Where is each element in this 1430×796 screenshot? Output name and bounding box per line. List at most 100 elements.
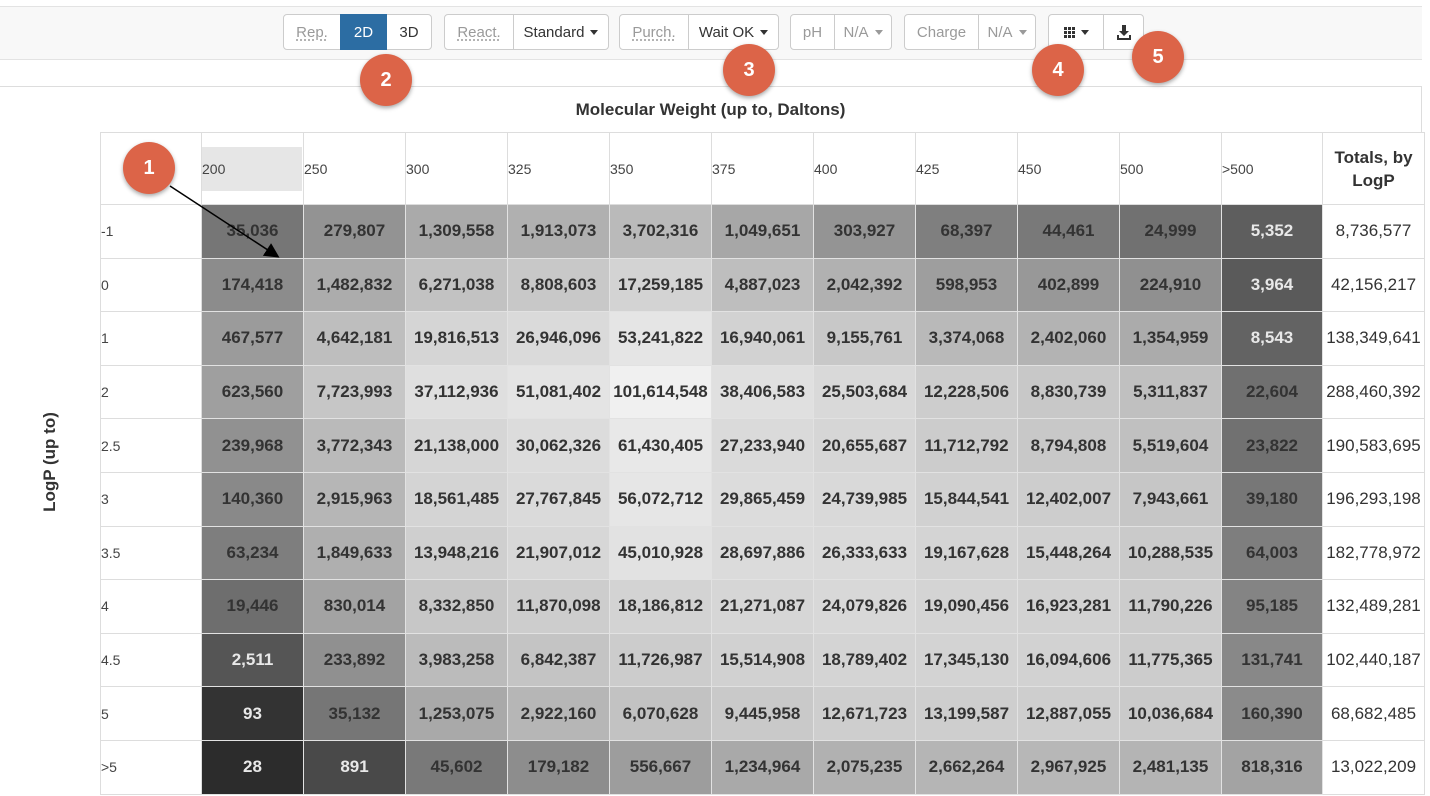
heatmap-cell[interactable]: 11,726,987: [609, 632, 712, 688]
heatmap-cell[interactable]: 9,155,761: [813, 311, 916, 366]
heatmap-cell[interactable]: 2,511: [201, 632, 304, 688]
heatmap-cell[interactable]: 3,702,316: [609, 204, 712, 259]
mw-column-header[interactable]: >500: [1221, 132, 1323, 205]
heatmap-cell[interactable]: 1,234,964: [711, 739, 814, 795]
mw-column-header[interactable]: 500: [1119, 132, 1222, 205]
heatmap-cell[interactable]: 16,923,281: [1017, 579, 1120, 634]
heatmap-cell[interactable]: 4,642,181: [303, 311, 406, 366]
heatmap-cell[interactable]: 18,789,402: [813, 632, 916, 688]
heatmap-cell[interactable]: 93: [201, 686, 304, 741]
heatmap-cell[interactable]: 303,927: [813, 204, 916, 259]
heatmap-cell[interactable]: 35,036: [201, 204, 304, 259]
heatmap-cell[interactable]: 8,332,850: [405, 579, 508, 634]
heatmap-cell[interactable]: 24,999: [1119, 204, 1222, 259]
heatmap-cell[interactable]: 12,887,055: [1017, 686, 1120, 741]
heatmap-cell[interactable]: 233,892: [303, 632, 406, 688]
heatmap-cell[interactable]: 53,241,822: [609, 311, 712, 366]
heatmap-cell[interactable]: 2,915,963: [303, 471, 406, 527]
heatmap-cell[interactable]: 26,946,096: [507, 311, 610, 366]
mw-column-header[interactable]: 425: [915, 132, 1018, 205]
heatmap-cell[interactable]: 174,418: [201, 257, 304, 313]
purch-dropdown[interactable]: Wait OK: [688, 14, 779, 50]
heatmap-cell[interactable]: 8,830,739: [1017, 364, 1120, 420]
heatmap-cell[interactable]: 18,186,812: [609, 579, 712, 634]
heatmap-cell[interactable]: 56,072,712: [609, 471, 712, 527]
heatmap-cell[interactable]: 2,967,925: [1017, 739, 1120, 795]
mw-column-header[interactable]: 300: [405, 132, 508, 205]
mw-column-header[interactable]: 250: [303, 132, 406, 205]
heatmap-cell[interactable]: 19,167,628: [915, 525, 1018, 581]
heatmap-cell[interactable]: 2,922,160: [507, 686, 610, 741]
heatmap-cell[interactable]: 12,671,723: [813, 686, 916, 741]
heatmap-cell[interactable]: 18,561,485: [405, 471, 508, 527]
heatmap-cell[interactable]: 45,602: [405, 739, 508, 795]
heatmap-cell[interactable]: 51,081,402: [507, 364, 610, 420]
heatmap-cell[interactable]: 556,667: [609, 739, 712, 795]
heatmap-cell[interactable]: 891: [303, 739, 406, 795]
heatmap-cell[interactable]: 20,655,687: [813, 418, 916, 473]
heatmap-cell[interactable]: 818,316: [1221, 739, 1323, 795]
heatmap-cell[interactable]: 598,953: [915, 257, 1018, 313]
heatmap-cell[interactable]: 3,772,343: [303, 418, 406, 473]
heatmap-cell[interactable]: 5,311,837: [1119, 364, 1222, 420]
heatmap-cell[interactable]: 21,907,012: [507, 525, 610, 581]
heatmap-cell[interactable]: 1,309,558: [405, 204, 508, 259]
ph-dropdown[interactable]: N/A: [834, 14, 892, 50]
heatmap-cell[interactable]: 1,913,073: [507, 204, 610, 259]
heatmap-cell[interactable]: 23,822: [1221, 418, 1323, 473]
heatmap-cell[interactable]: 101,614,548: [609, 364, 712, 420]
heatmap-cell[interactable]: 45,010,928: [609, 525, 712, 581]
logp-row-label[interactable]: >5: [100, 739, 202, 795]
logp-row-label[interactable]: 3: [100, 471, 202, 527]
heatmap-cell[interactable]: 21,271,087: [711, 579, 814, 634]
heatmap-cell[interactable]: 467,577: [201, 311, 304, 366]
heatmap-cell[interactable]: 140,360: [201, 471, 304, 527]
heatmap-cell[interactable]: 4,887,023: [711, 257, 814, 313]
mw-column-header[interactable]: 400: [813, 132, 916, 205]
heatmap-cell[interactable]: 64,003: [1221, 525, 1323, 581]
heatmap-cell[interactable]: 95,185: [1221, 579, 1323, 634]
heatmap-cell[interactable]: 63,234: [201, 525, 304, 581]
logp-row-label[interactable]: 1: [100, 311, 202, 366]
heatmap-cell[interactable]: 26,333,633: [813, 525, 916, 581]
heatmap-cell[interactable]: 15,514,908: [711, 632, 814, 688]
heatmap-cell[interactable]: 19,816,513: [405, 311, 508, 366]
heatmap-cell[interactable]: 27,767,845: [507, 471, 610, 527]
heatmap-cell[interactable]: 1,482,832: [303, 257, 406, 313]
mw-column-header[interactable]: 325: [507, 132, 610, 205]
heatmap-cell[interactable]: 5,352: [1221, 204, 1323, 259]
heatmap-cell[interactable]: 8,543: [1221, 311, 1323, 366]
heatmap-cell[interactable]: 68,397: [915, 204, 1018, 259]
heatmap-cell[interactable]: 1,253,075: [405, 686, 508, 741]
heatmap-cell[interactable]: 30,062,326: [507, 418, 610, 473]
logp-row-label[interactable]: 4.5: [100, 632, 202, 688]
heatmap-cell[interactable]: 10,036,684: [1119, 686, 1222, 741]
heatmap-cell[interactable]: 24,079,826: [813, 579, 916, 634]
heatmap-cell[interactable]: 11,712,792: [915, 418, 1018, 473]
logp-row-label[interactable]: 2.5: [100, 418, 202, 473]
heatmap-cell[interactable]: 6,842,387: [507, 632, 610, 688]
react-dropdown[interactable]: Standard: [513, 14, 609, 50]
heatmap-cell[interactable]: 279,807: [303, 204, 406, 259]
heatmap-cell[interactable]: 27,233,940: [711, 418, 814, 473]
heatmap-cell[interactable]: 12,228,506: [915, 364, 1018, 420]
heatmap-cell[interactable]: 7,723,993: [303, 364, 406, 420]
heatmap-cell[interactable]: 2,662,264: [915, 739, 1018, 795]
heatmap-cell[interactable]: 15,844,541: [915, 471, 1018, 527]
heatmap-cell[interactable]: 3,964: [1221, 257, 1323, 313]
heatmap-cell[interactable]: 19,090,456: [915, 579, 1018, 634]
heatmap-cell[interactable]: 9,445,958: [711, 686, 814, 741]
heatmap-cell[interactable]: 29,865,459: [711, 471, 814, 527]
heatmap-cell[interactable]: 61,430,405: [609, 418, 712, 473]
heatmap-cell[interactable]: 25,503,684: [813, 364, 916, 420]
heatmap-cell[interactable]: 160,390: [1221, 686, 1323, 741]
heatmap-cell[interactable]: 7,943,661: [1119, 471, 1222, 527]
heatmap-cell[interactable]: 131,741: [1221, 632, 1323, 688]
heatmap-cell[interactable]: 35,132: [303, 686, 406, 741]
heatmap-cell[interactable]: 8,808,603: [507, 257, 610, 313]
heatmap-cell[interactable]: 15,448,264: [1017, 525, 1120, 581]
2d-button[interactable]: 2D: [340, 14, 387, 50]
heatmap-cell[interactable]: 2,481,135: [1119, 739, 1222, 795]
heatmap-cell[interactable]: 24,739,985: [813, 471, 916, 527]
heatmap-cell[interactable]: 11,790,226: [1119, 579, 1222, 634]
